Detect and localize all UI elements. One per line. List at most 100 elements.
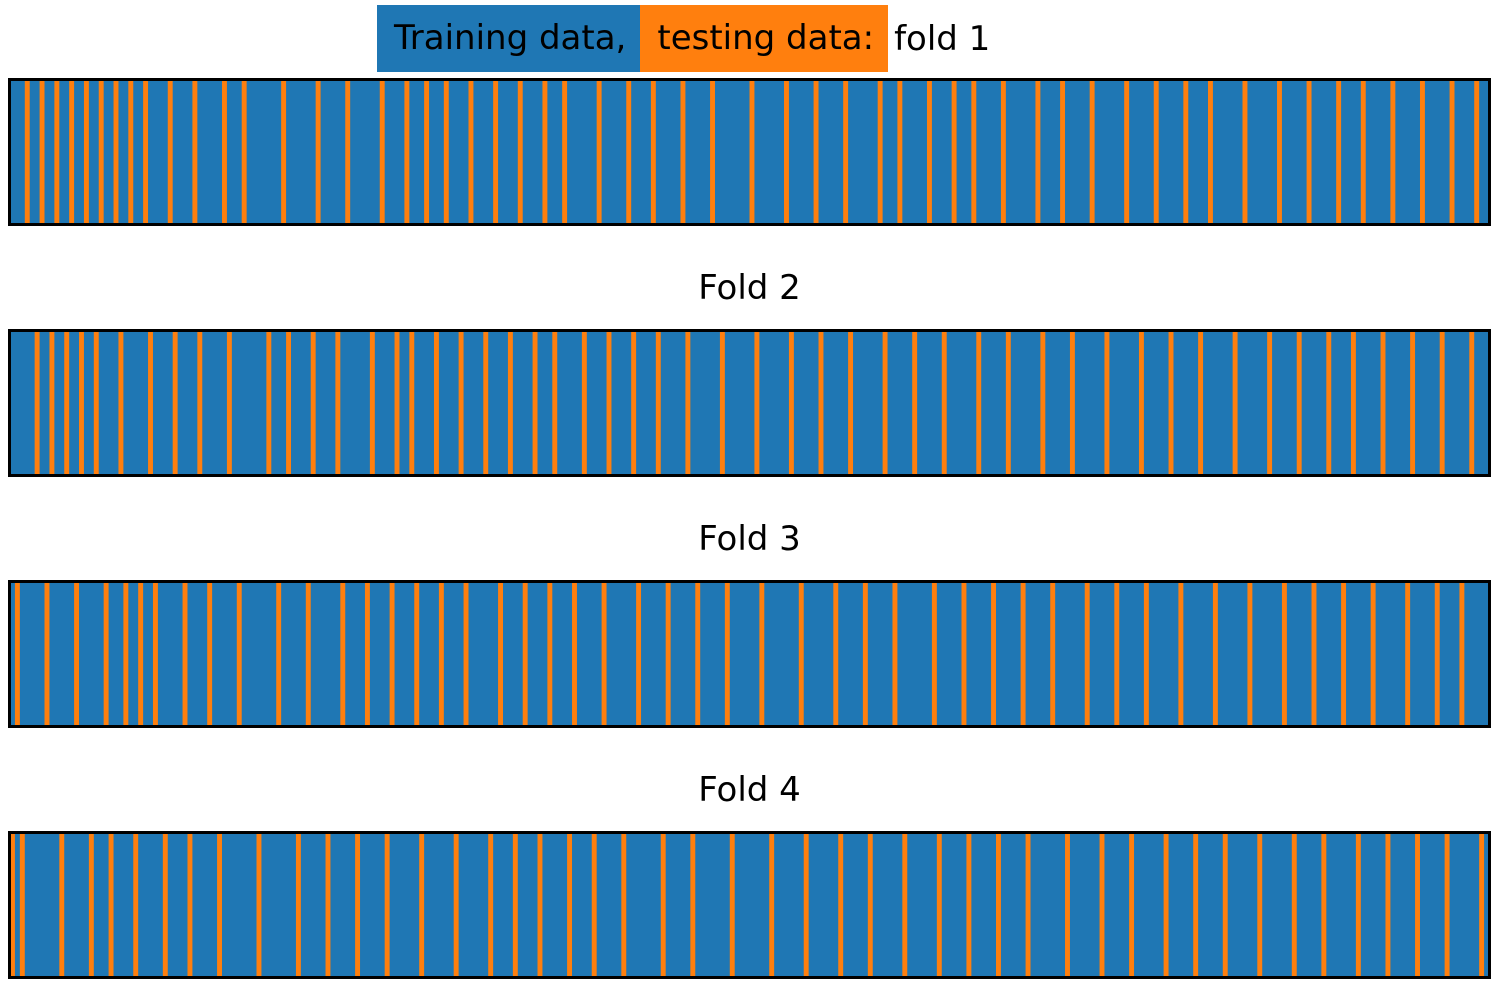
test-sample-bar bbox=[1232, 331, 1238, 475]
test-sample-bar bbox=[138, 582, 144, 726]
test-sample-bar bbox=[596, 80, 602, 224]
test-sample-bar bbox=[1306, 80, 1312, 224]
test-sample-bar bbox=[912, 331, 918, 475]
test-sample-bar bbox=[1099, 833, 1105, 977]
test-sample-bar bbox=[941, 331, 947, 475]
test-sample-bar bbox=[1449, 80, 1455, 224]
test-sample-bar bbox=[1005, 331, 1011, 475]
test-sample-bar bbox=[1242, 80, 1248, 224]
test-sample-bar bbox=[1207, 80, 1213, 224]
test-sample-bar bbox=[424, 80, 430, 224]
test-sample-bar bbox=[1020, 582, 1026, 726]
test-sample-bar bbox=[1434, 582, 1440, 726]
test-sample-bar bbox=[83, 80, 89, 224]
strip-border bbox=[8, 329, 1491, 477]
test-sample-bar bbox=[818, 331, 824, 475]
test-sample-bar bbox=[1050, 582, 1056, 726]
test-sample-bar bbox=[1143, 582, 1149, 726]
test-sample-bar bbox=[931, 582, 937, 726]
test-sample-bar bbox=[1419, 80, 1425, 224]
test-sample-bar bbox=[1198, 331, 1204, 475]
test-sample-bar bbox=[1168, 331, 1174, 475]
test-sample-bar bbox=[1370, 582, 1376, 726]
test-sample-bar bbox=[897, 80, 903, 224]
test-sample-bar bbox=[971, 80, 977, 224]
test-sample-bar bbox=[103, 582, 109, 726]
test-sample-bar bbox=[172, 331, 178, 475]
test-sample-bar bbox=[409, 331, 415, 475]
train-region bbox=[8, 831, 1491, 979]
test-sample-bar bbox=[512, 833, 518, 977]
test-sample-bar bbox=[1341, 582, 1347, 726]
test-sample-bar bbox=[621, 833, 627, 977]
test-sample-bar bbox=[650, 80, 656, 224]
test-sample-bar bbox=[867, 833, 873, 977]
test-sample-bar bbox=[143, 80, 149, 224]
test-sample-bar bbox=[118, 331, 124, 475]
test-sample-bar bbox=[1060, 80, 1066, 224]
test-sample-bar bbox=[364, 582, 370, 726]
test-sample-bar bbox=[729, 833, 735, 977]
test-sample-bar bbox=[862, 582, 868, 726]
test-sample-bar bbox=[256, 833, 262, 977]
test-sample-bar bbox=[631, 331, 637, 475]
test-sample-bar bbox=[1124, 80, 1130, 224]
test-sample-bar bbox=[1247, 582, 1253, 726]
fold-4-plot bbox=[8, 831, 1491, 979]
test-sample-bar bbox=[192, 80, 198, 224]
test-sample-bar bbox=[236, 582, 242, 726]
test-sample-bar bbox=[1459, 582, 1465, 726]
test-sample-bar bbox=[384, 833, 390, 977]
test-sample-bar bbox=[1065, 833, 1070, 977]
test-sample-bar bbox=[655, 331, 661, 475]
test-sample-bar bbox=[295, 833, 301, 977]
fold-1-strip bbox=[8, 78, 1491, 226]
test-sample-bar bbox=[226, 331, 232, 475]
test-sample-bar bbox=[626, 80, 632, 224]
test-sample-bar bbox=[892, 582, 898, 726]
test-sample-bar bbox=[433, 331, 439, 475]
test-sample-bar bbox=[113, 80, 119, 224]
test-sample-bar bbox=[1257, 833, 1263, 977]
test-sample-bar bbox=[19, 833, 25, 977]
test-sample-bar bbox=[1153, 80, 1159, 224]
test-sample-bar bbox=[902, 833, 908, 977]
test-sample-bar bbox=[695, 582, 701, 726]
test-sample-bar bbox=[833, 582, 839, 726]
test-sample-bar bbox=[1212, 582, 1218, 726]
test-sample-bar bbox=[1025, 833, 1031, 977]
test-sample-bar bbox=[453, 833, 459, 977]
test-sample-bar bbox=[1129, 833, 1135, 977]
test-sample-bar bbox=[152, 582, 158, 726]
test-sample-bar bbox=[1439, 331, 1445, 475]
test-sample-bar bbox=[49, 331, 55, 475]
test-sample-bar bbox=[1138, 331, 1144, 475]
test-sample-bar bbox=[759, 582, 765, 726]
test-sample-bar bbox=[123, 582, 129, 726]
test-sample-bar bbox=[44, 582, 50, 726]
test-sample-bar bbox=[1410, 331, 1416, 475]
test-sample-bar bbox=[59, 833, 65, 977]
test-sample-bar bbox=[754, 331, 760, 475]
test-sample-bar bbox=[749, 80, 755, 224]
test-sample-bar bbox=[88, 833, 94, 977]
test-sample-bar bbox=[562, 80, 568, 224]
fold-3-plot bbox=[8, 580, 1491, 728]
test-sample-bar bbox=[1163, 833, 1169, 977]
test-sample-bar bbox=[1326, 331, 1332, 475]
test-sample-bar bbox=[784, 80, 789, 224]
test-sample-bar bbox=[1040, 331, 1046, 475]
test-sample-bar bbox=[108, 833, 114, 977]
test-sample-bar bbox=[1479, 833, 1485, 977]
test-sample-bar bbox=[1311, 582, 1317, 726]
test-sample-bar bbox=[572, 582, 577, 726]
test-sample-bar bbox=[1222, 833, 1228, 977]
test-sample-bar bbox=[724, 582, 730, 726]
test-sample-bar bbox=[1267, 331, 1273, 475]
test-sample-bar bbox=[162, 833, 168, 977]
strip-border bbox=[8, 580, 1491, 728]
test-sample-bar bbox=[24, 80, 30, 224]
test-sample-bar bbox=[636, 582, 642, 726]
test-sample-bar bbox=[79, 331, 84, 475]
test-sample-bar bbox=[74, 582, 80, 726]
